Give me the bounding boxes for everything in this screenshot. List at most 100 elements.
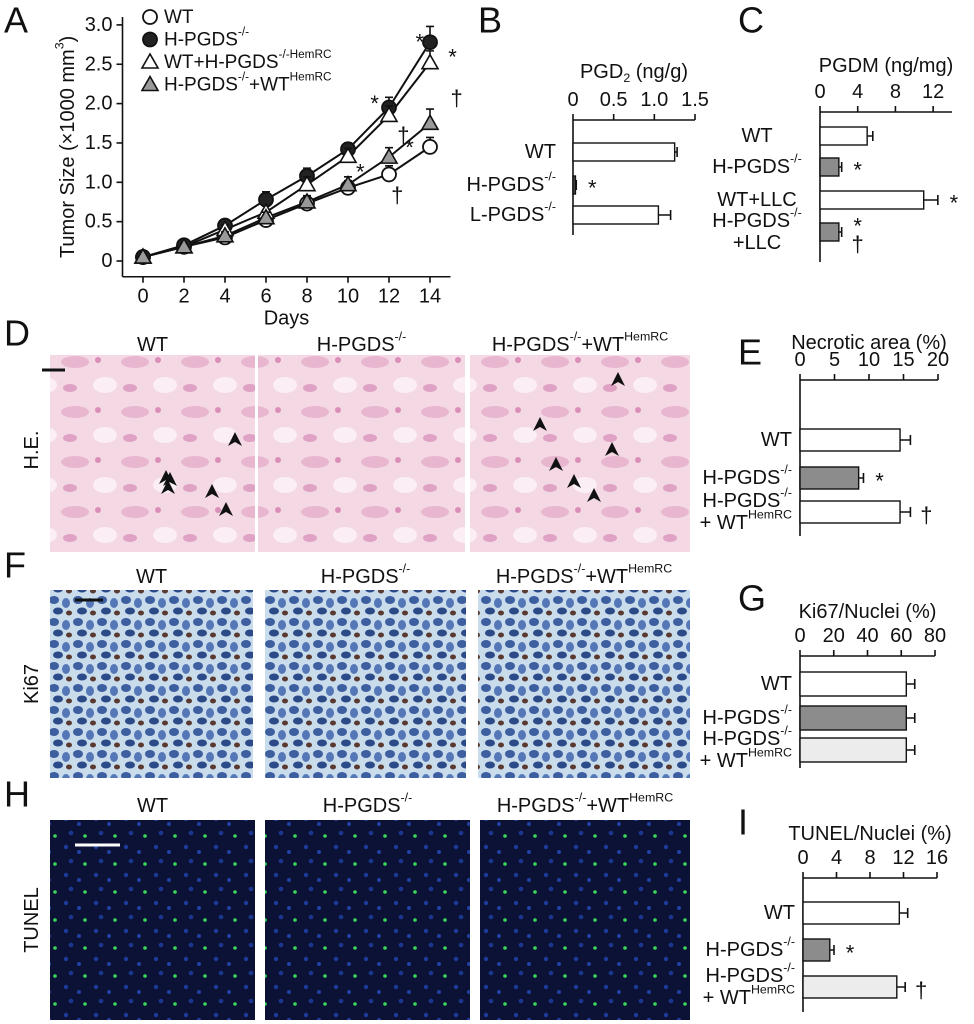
data-point — [297, 192, 317, 209]
text-part: WT — [764, 902, 795, 924]
category-label: H-PGDS-/- — [706, 961, 796, 987]
error-bar — [829, 945, 835, 955]
text-part: WT — [136, 566, 167, 588]
annotation: † — [391, 182, 403, 207]
column-title: H-PGDS-/-+WTHemRC — [492, 330, 668, 356]
text-part: -/- — [395, 330, 407, 344]
text-part: -/- — [790, 206, 802, 220]
x-tick-label: 15 — [892, 349, 914, 371]
text-part: H-PGDS — [497, 795, 575, 817]
text-part: +WT — [586, 795, 629, 817]
column-title: WT — [136, 566, 167, 588]
category-label: WT — [761, 429, 792, 451]
x-tick-label: 20 — [823, 625, 845, 647]
x-tick-label: 8 — [890, 81, 901, 103]
micrograph — [258, 355, 465, 552]
text-part: WT+H-PGDS — [164, 52, 279, 73]
row-label: H.E. — [21, 431, 43, 470]
x-tick-label: 2 — [178, 286, 189, 308]
text-part: H-PGDS — [706, 965, 784, 987]
text-part: H-PGDS — [712, 156, 790, 178]
legend-marker — [142, 9, 158, 25]
category-label: +LLC — [733, 232, 781, 254]
text-part: WT+LLC — [717, 189, 796, 211]
category-label: L-PGDS-/- — [470, 200, 556, 226]
column-title: WT — [137, 795, 168, 817]
error-bar — [906, 679, 916, 689]
annotation: * — [405, 135, 414, 160]
error-bar — [896, 982, 906, 992]
column-title: H-PGDS-/-+WTHemRC — [497, 791, 673, 817]
significance-mark: * — [950, 191, 959, 216]
text-part: -/- — [544, 200, 556, 214]
y-tick-label: 1.0 — [85, 171, 113, 193]
x-tick-label: 12 — [922, 81, 944, 103]
arrowhead — [205, 484, 219, 498]
text-part: + WT — [700, 750, 748, 772]
text-part: HemRC — [629, 791, 673, 805]
text-part: WT — [164, 7, 194, 28]
text-part: H-PGDS — [496, 566, 574, 588]
legend-label: H-PGDS-/- — [164, 25, 249, 50]
text-part: HemRC — [628, 562, 672, 576]
column-title: H-PGDS-/- — [317, 330, 407, 356]
error-bar — [858, 473, 865, 483]
x-tick-label: 14 — [419, 286, 441, 308]
x-tick-label: 16 — [926, 847, 948, 869]
row-label: TUNEL — [21, 887, 43, 953]
bar — [799, 466, 860, 490]
panel-letter: F — [4, 545, 26, 586]
series-line — [142, 122, 431, 259]
text-part: -/- — [238, 70, 249, 83]
text-part: HemRC — [748, 508, 792, 522]
text-part: +WT — [581, 334, 624, 356]
panel-letter: H — [4, 774, 30, 815]
text-part: WT — [761, 673, 792, 695]
text-part: -/- — [238, 25, 249, 38]
data-point — [297, 175, 317, 192]
data-point — [338, 146, 358, 164]
text-part: WT — [741, 125, 772, 147]
x-tick-label: 4 — [219, 286, 230, 308]
panel-letter: G — [738, 578, 766, 619]
text-part: H-PGDS — [467, 174, 545, 196]
x-tick-label: 60 — [890, 625, 912, 647]
data-point — [420, 53, 440, 70]
bar — [799, 705, 908, 731]
text-part: PGD — [580, 61, 623, 83]
arrowhead — [161, 480, 175, 494]
significance-mark: † — [852, 232, 864, 257]
significance-mark: * — [853, 158, 862, 183]
data-point — [215, 226, 235, 243]
text-part: ) — [57, 36, 79, 43]
x-tick-label: 10 — [858, 349, 880, 371]
significance-mark: * — [875, 469, 884, 494]
data-point — [379, 105, 399, 123]
micrograph — [478, 590, 690, 778]
text-part: -/-HemRC — [279, 48, 332, 61]
error-bar — [838, 227, 843, 237]
x-tick-label: 12 — [378, 286, 400, 308]
y-tick-label: 2.5 — [85, 53, 113, 75]
text-part: -/- — [783, 961, 795, 975]
category-label: WT — [525, 141, 556, 163]
y-tick-label: 3.0 — [85, 14, 113, 36]
bar — [572, 142, 676, 162]
text-part: H-PGDS — [703, 490, 781, 512]
bar — [572, 205, 660, 225]
error-bar — [575, 180, 578, 190]
category-label: H-PGDS-/- — [712, 152, 802, 178]
x-tick-label: 8 — [864, 847, 875, 869]
category-label: + WTHemRC — [703, 983, 795, 1009]
bar — [572, 175, 577, 195]
bar — [799, 500, 901, 524]
row-label: Ki67 — [21, 664, 43, 704]
arrowhead — [533, 417, 547, 431]
bar — [799, 671, 908, 697]
text-part: HemRC — [751, 983, 795, 997]
error-bar — [906, 713, 916, 723]
axis-title: Necrotic area (%) — [791, 332, 947, 354]
legend-label: WT — [164, 7, 194, 28]
x-tick-label: 6 — [260, 286, 271, 308]
